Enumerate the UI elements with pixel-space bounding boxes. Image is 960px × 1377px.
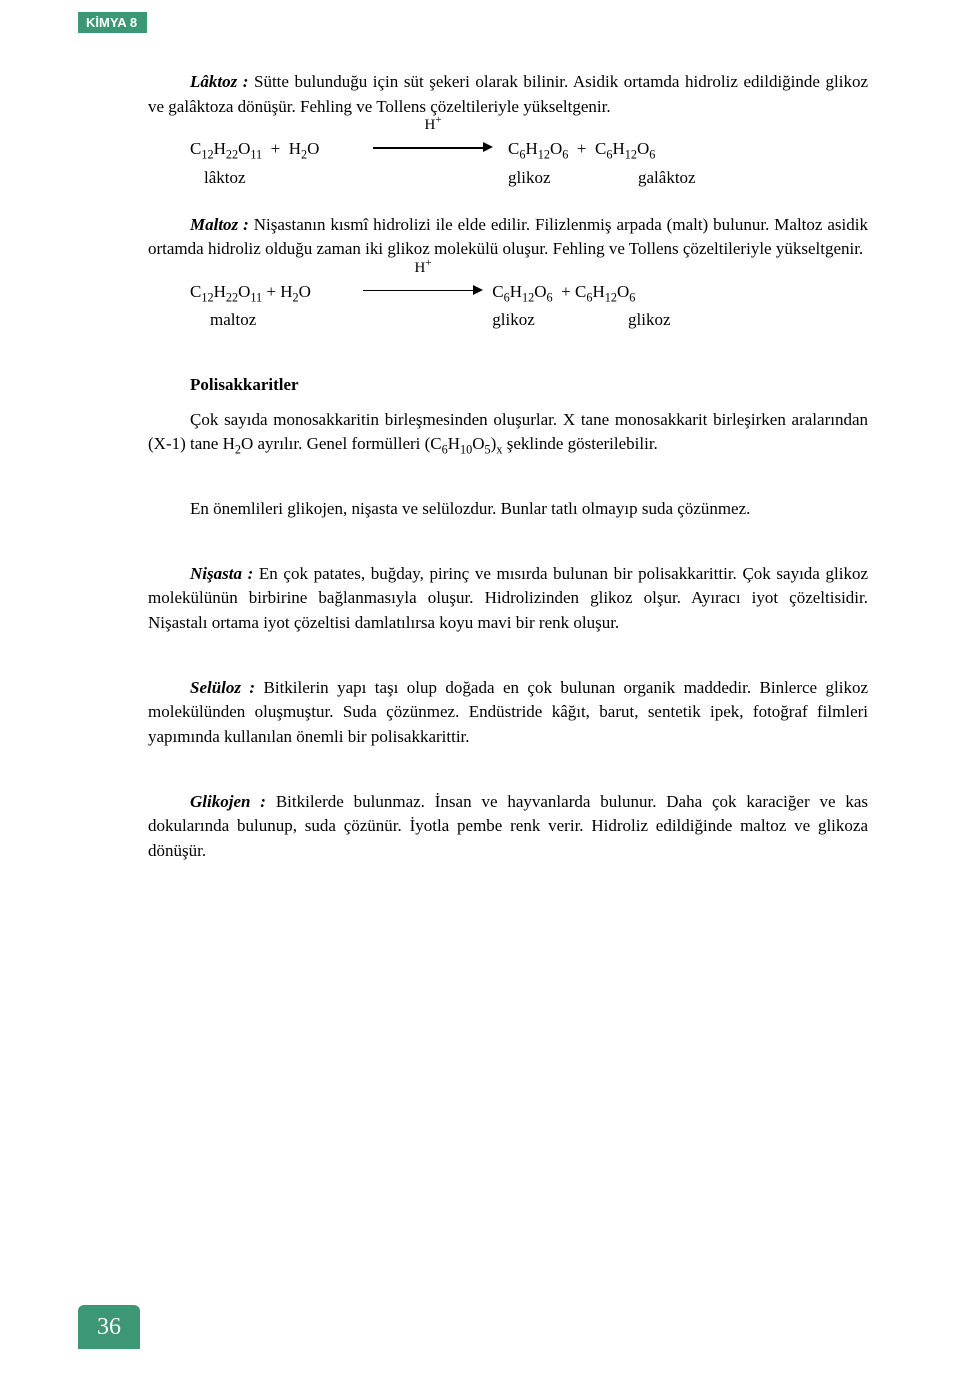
laktoz-title: Lâktoz : — [190, 72, 254, 91]
rx2-reactants: C12H22O11 + H2O — [148, 280, 358, 305]
nisasta-title: Nişasta : — [190, 564, 259, 583]
rx2-reactant-name: maltoz — [148, 308, 358, 333]
rx2-product1-name: glikoz — [488, 308, 628, 333]
maltoz-title: Maltoz : — [190, 215, 254, 234]
rx1-product1-name: glikoz — [508, 166, 638, 191]
laktoz-text: Sütte bulunduğu için süt şekeri olarak b… — [148, 72, 868, 116]
rx1-products: C6H12O6 + C6H12O6 — [508, 137, 868, 162]
laktoz-para: Lâktoz : Sütte bulunduğu için süt şekeri… — [148, 70, 868, 119]
reaction-maltoz: C12H22O11 + H2O H+ C6H12O6 + C6H12O6 mal… — [148, 280, 868, 333]
polisak-p2: En önemlileri glikojen, nişasta ve selül… — [148, 497, 868, 522]
arrow-icon — [363, 285, 483, 297]
rx2-products: C6H12O6 + C6H12O6 — [488, 280, 868, 305]
page-content: Lâktoz : Sütte bulunduğu için süt şekeri… — [148, 70, 868, 881]
polisak-p1: Çok sayıda monosakkaritin birleşmesinden… — [148, 408, 868, 457]
rx1-reactants: C12H22O11 + H2O — [148, 137, 358, 162]
maltoz-text: Nişastanın kısmî hidrolizi ile elde edil… — [148, 215, 868, 259]
glikojen-title: Glikojen : — [190, 792, 276, 811]
rx1-catalyst: H+ — [358, 115, 508, 137]
nisasta-para: Nişasta : En çok patates, buğday, pirinç… — [148, 562, 868, 636]
rx1-product2-name: galâktoz — [638, 166, 868, 191]
chapter-tab: KİMYA 8 — [78, 12, 147, 33]
polisakkaritler-heading: Polisakkaritler — [148, 373, 868, 398]
seluloz-title: Selüloz : — [190, 678, 264, 697]
arrow-icon — [373, 142, 493, 154]
rx1-reactant-name: lâktoz — [148, 166, 358, 191]
page-number: 36 — [78, 1305, 140, 1349]
seluloz-para: Selüloz : Bitkilerin yapı taşı olup doğa… — [148, 676, 868, 750]
rx2-catalyst: H+ — [358, 258, 488, 280]
maltoz-para: Maltoz : Nişastanın kısmî hidrolizi ile … — [148, 213, 868, 262]
reaction-laktoz: C12H22O11 + H2O H+ C6H12O6 + C6H12O6 lâk… — [148, 137, 868, 190]
glikojen-para: Glikojen : Bitkilerde bulunmaz. İnsan ve… — [148, 790, 868, 864]
rx2-product2-name: glikoz — [628, 308, 868, 333]
